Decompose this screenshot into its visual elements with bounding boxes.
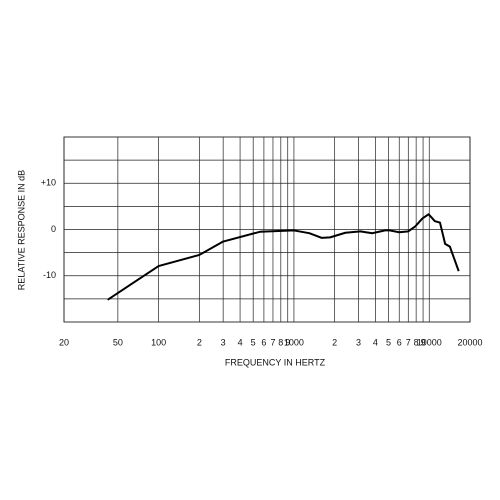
x-tick-label: 7 — [270, 337, 275, 347]
x-tick-label: 8 — [414, 337, 419, 347]
x-tick-label: 2 — [197, 337, 202, 347]
x-tick-label: 50 — [113, 337, 123, 347]
x-axis-label: FREQUENCY IN HERTZ — [225, 357, 326, 367]
x-tick-label: 3 — [356, 337, 361, 347]
x-tick-label: 5 — [386, 337, 391, 347]
x-tick-label: 10000 — [417, 337, 442, 347]
x-tick-label: 8 — [278, 337, 283, 347]
y-tick-label: -10 — [43, 270, 56, 280]
x-tick-label: 20000 — [457, 337, 482, 347]
x-tick-label: 5 — [251, 337, 256, 347]
x-tick-label: 3 — [221, 337, 226, 347]
x-tick-label: 2 — [332, 337, 337, 347]
x-tick-label: 4 — [238, 337, 243, 347]
x-tick-label: 4 — [373, 337, 378, 347]
x-tick-label: 6 — [397, 337, 402, 347]
x-tick-label: 100 — [151, 337, 166, 347]
response-line — [107, 213, 460, 301]
x-tick-label: 1000 — [284, 337, 304, 347]
x-tick-label: 9 — [285, 337, 290, 347]
y-axis-label: RELATIVE RESPONSE IN dB — [16, 170, 26, 290]
x-tick-label: 20 — [59, 337, 69, 347]
x-tick-label: 7 — [406, 337, 411, 347]
x-tick-label: 9 — [421, 337, 426, 347]
y-tick-label: 0 — [51, 224, 56, 234]
x-tick-label: 6 — [261, 337, 266, 347]
y-tick-label: +10 — [41, 178, 56, 188]
